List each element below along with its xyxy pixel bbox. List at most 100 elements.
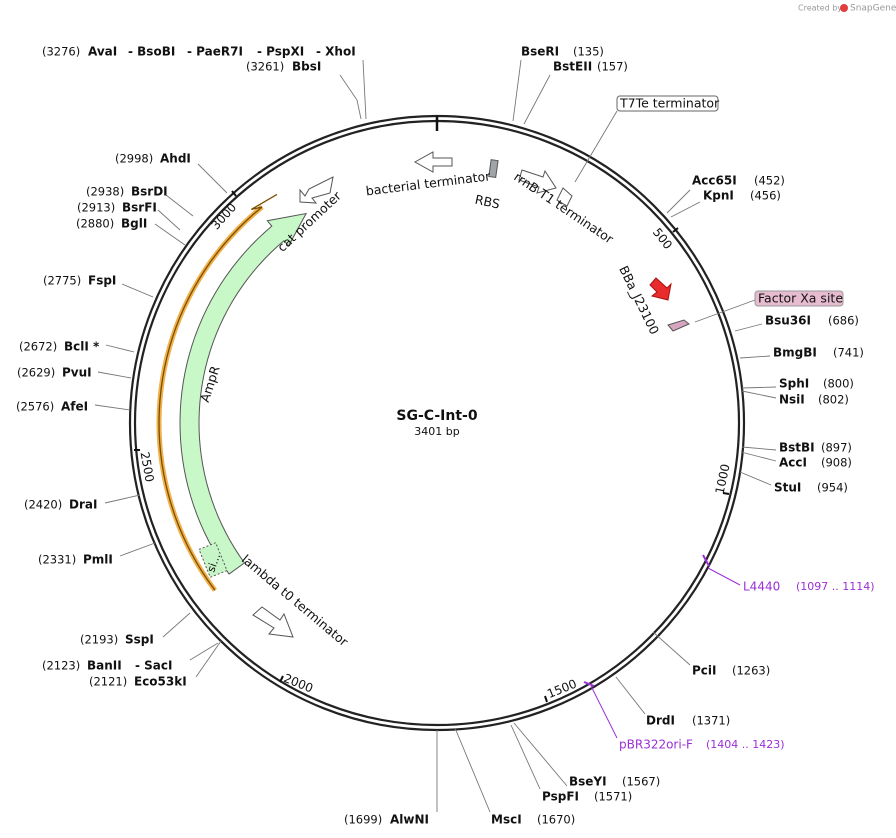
site-leader <box>94 404 131 411</box>
site-name: - SacI <box>135 659 172 673</box>
site-name: AccI <box>779 456 807 470</box>
primer-range: (1097 .. 1114) <box>796 580 875 593</box>
orange-core <box>158 193 278 591</box>
site-position: (686) <box>828 314 859 328</box>
site-name: Eco53kI <box>134 675 187 689</box>
site-name: - XhoI <box>316 45 356 59</box>
site-leader <box>154 223 186 246</box>
features <box>156 193 308 592</box>
site-leader <box>97 371 132 379</box>
site-leader <box>339 74 362 120</box>
site-name: BglI <box>121 217 147 231</box>
site-leader <box>197 163 228 194</box>
site-name: NsiI <box>779 393 805 407</box>
site-name: - BsoBI <box>128 45 175 59</box>
site-name: FspI <box>88 274 116 288</box>
bacterial-terminator-arrow <box>413 151 453 173</box>
site-leader <box>741 390 777 399</box>
site-name: AvaI <box>88 45 117 59</box>
site-leader <box>741 446 777 451</box>
primer-name: L4440 <box>743 580 780 594</box>
site-leader <box>523 74 551 125</box>
cat-promoter-arrow <box>299 176 334 204</box>
site-leader <box>741 386 777 389</box>
primer-mark <box>583 681 595 687</box>
site-name: BseYI <box>569 775 607 789</box>
site-position: (456) <box>750 189 781 203</box>
site-leader <box>512 59 522 122</box>
site-leader <box>670 201 701 218</box>
site-position: (2193) <box>80 633 118 647</box>
site-name: MscI <box>491 813 522 827</box>
t7te-arrow <box>556 187 573 207</box>
site-name: PciI <box>692 664 717 678</box>
site-position: (2880) <box>76 217 114 231</box>
factor-xa-arrow <box>667 319 690 332</box>
site-leader <box>105 344 135 353</box>
site-name: SspI <box>125 633 154 647</box>
logo <box>840 4 848 12</box>
site-position: (1670) <box>537 813 575 827</box>
site-leader <box>189 642 219 661</box>
site-leader <box>454 727 491 813</box>
site-name: BseRI <box>521 45 559 59</box>
si-label: si... <box>204 551 223 574</box>
site-name: PvuI <box>62 366 92 380</box>
t7te-box <box>616 95 719 112</box>
signal-box <box>198 542 228 578</box>
site-position: (2123) <box>42 659 80 673</box>
site-name: - PspXI <box>257 45 304 59</box>
site-position: (2672) <box>19 340 57 354</box>
scale-label: 3000 <box>208 200 239 232</box>
site-leader <box>513 722 568 787</box>
scale-tick <box>544 695 548 703</box>
site-leader <box>157 209 181 231</box>
site-name: Bsu36I <box>765 314 811 328</box>
site-leader <box>740 451 777 462</box>
primer-leader <box>590 685 618 739</box>
site-position: (2420) <box>24 498 62 512</box>
brand: SnapGene <box>850 4 896 14</box>
site-leader <box>362 59 367 120</box>
bacterial-label: bacterial terminator <box>365 168 492 198</box>
site-leader <box>666 189 691 214</box>
rrnb-arrow <box>518 169 557 194</box>
scale-label: 1000 <box>713 463 733 496</box>
primer-leader <box>707 567 741 586</box>
rrnb-label: rrnB T1 terminator <box>511 169 617 247</box>
factor-xa-leader <box>694 299 756 323</box>
scale-tick <box>722 492 730 495</box>
site-leader <box>510 724 541 790</box>
site-name: BanII <box>87 659 122 673</box>
site-name: BsrDI <box>131 185 168 199</box>
site-position: (1371) <box>692 714 730 728</box>
primer-name: pBR322ori-F <box>619 738 693 752</box>
site-position: (452) <box>754 174 785 188</box>
site-position: (897) <box>821 441 852 455</box>
factor-xa-box <box>754 290 844 307</box>
site-leader <box>121 283 154 298</box>
factor-xa-label: Factor Xa site <box>758 291 843 306</box>
lambda-arrow <box>252 606 294 638</box>
primer-mark <box>702 554 710 567</box>
site-name: Acc65I <box>692 174 737 188</box>
site-leader <box>162 612 191 638</box>
site-name: - PaeR7I <box>187 45 243 59</box>
site-leader <box>739 471 772 486</box>
created-by: Created by <box>798 4 842 13</box>
site-position: (741) <box>833 346 864 360</box>
site-position: (2913) <box>77 201 115 215</box>
site-name: BstEII <box>553 60 592 74</box>
ampr-arrow <box>179 212 308 575</box>
site-position: (1699) <box>344 813 382 827</box>
site-position: (2121) <box>89 675 127 689</box>
site-leader <box>195 640 222 678</box>
site-name: BclI * <box>64 340 100 354</box>
site-position: (1571) <box>594 790 632 804</box>
site-name: DrdI <box>646 714 675 728</box>
site-position: (2331) <box>38 553 76 567</box>
scale-tick <box>231 190 237 197</box>
site-leader <box>615 676 646 715</box>
scale-tick <box>279 675 284 683</box>
t7te-leader <box>574 110 618 183</box>
